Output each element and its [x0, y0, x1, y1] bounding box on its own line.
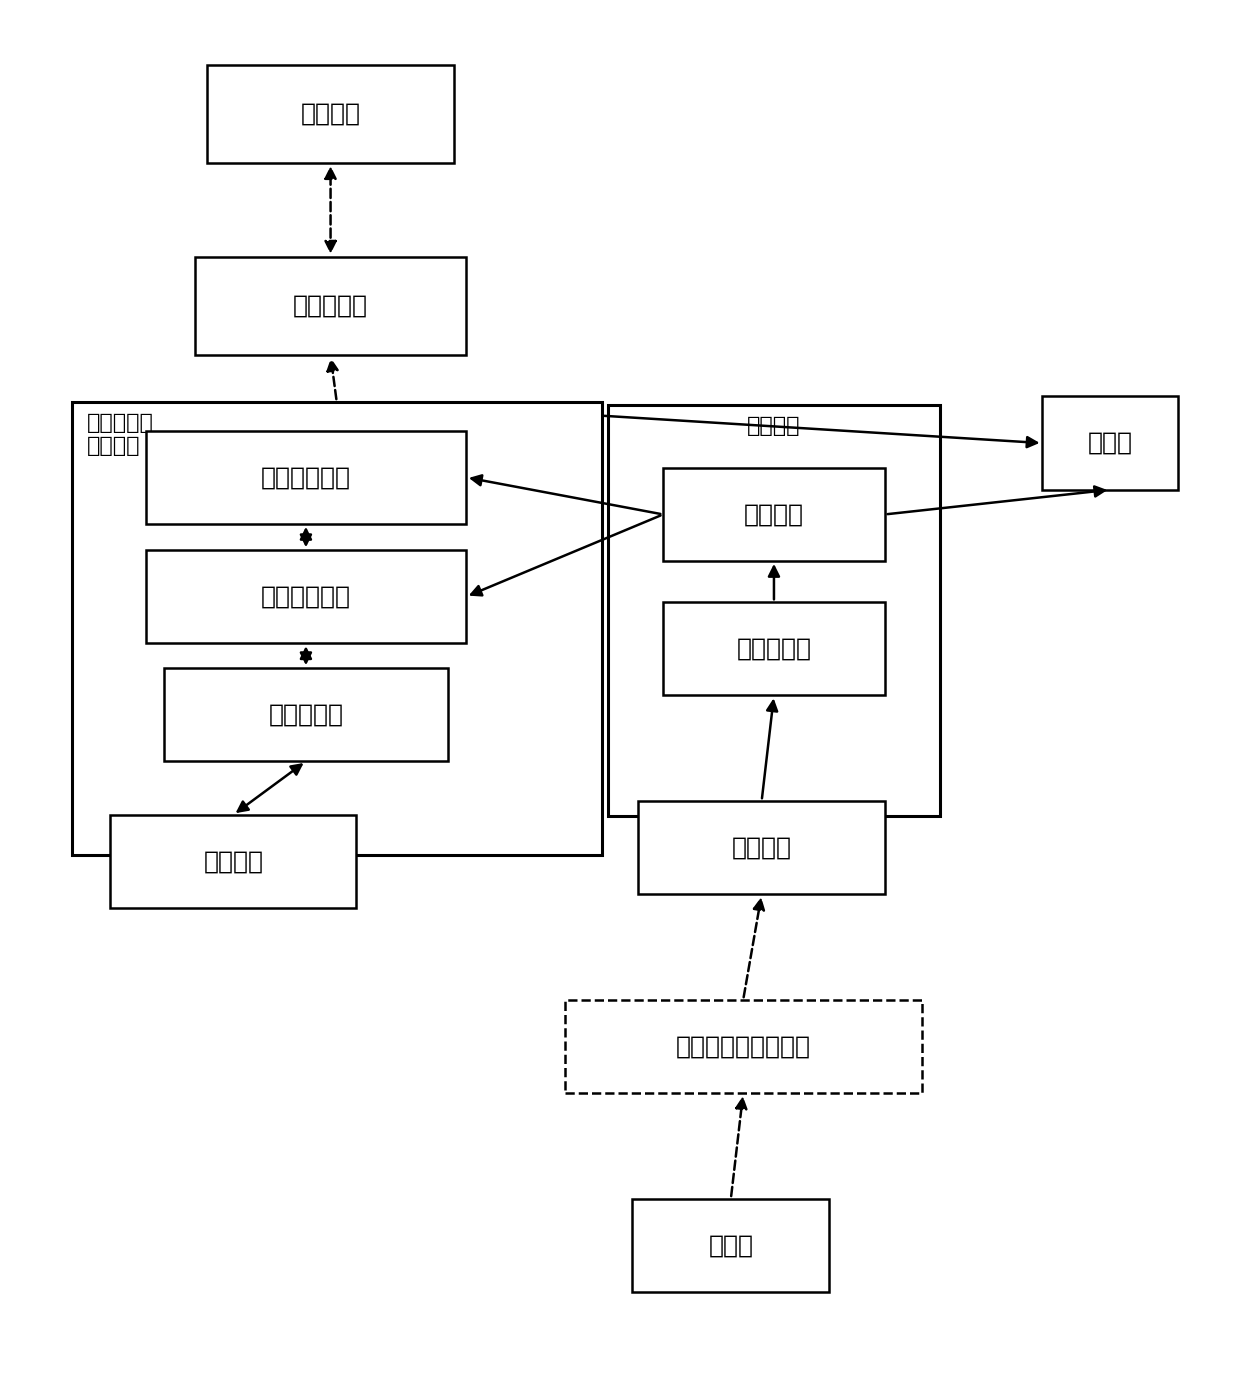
Text: 无线中继站: 无线中继站	[293, 294, 368, 317]
Bar	[564, 1000, 921, 1093]
Bar	[72, 402, 601, 854]
Text: 信号控制模块: 信号控制模块	[260, 585, 351, 609]
Text: 信号处理与
通信模块: 信号处理与 通信模块	[87, 413, 154, 457]
Bar	[146, 551, 466, 643]
Bar	[1043, 396, 1178, 490]
Bar	[663, 602, 885, 696]
Bar	[639, 802, 885, 894]
Text: 金属杆: 金属杆	[708, 1234, 754, 1257]
Text: 屏蔽罩: 屏蔽罩	[1087, 431, 1132, 455]
Text: 稳压模块: 稳压模块	[744, 502, 804, 526]
Bar	[207, 65, 454, 163]
Text: 高通滤波器: 高通滤波器	[268, 702, 343, 727]
Text: 管道输送的导电物质: 管道输送的导电物质	[676, 1035, 811, 1058]
Bar	[608, 404, 940, 816]
Bar	[195, 257, 466, 355]
Bar	[632, 1199, 830, 1292]
Bar	[146, 431, 466, 524]
Text: 电源电极: 电源电极	[732, 836, 791, 860]
Bar	[663, 468, 885, 562]
Text: 信号电极: 信号电极	[203, 850, 263, 874]
Text: 无线通信模块: 无线通信模块	[260, 465, 351, 490]
Text: 低通滤波器: 低通滤波器	[737, 636, 811, 661]
Bar	[110, 814, 356, 908]
Text: 电源模块: 电源模块	[748, 415, 801, 436]
Bar	[164, 668, 448, 762]
Text: 外部主机: 外部主机	[300, 102, 361, 126]
